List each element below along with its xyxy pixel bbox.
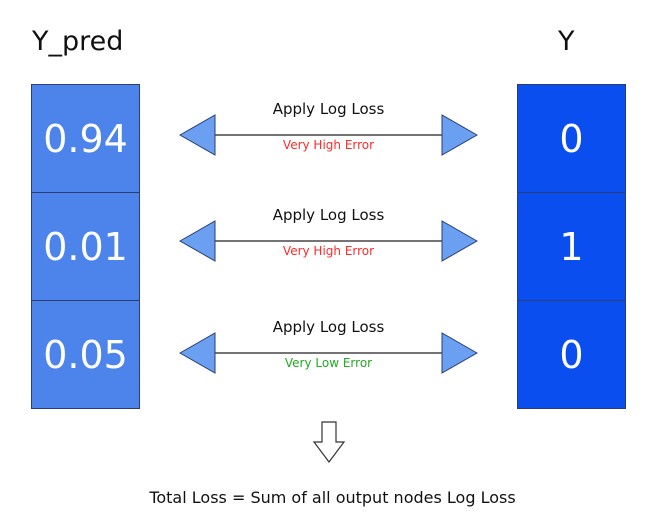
total-loss-label: Total Loss = Sum of all output nodes Log… (149, 488, 516, 507)
apply-log-loss-label: Apply Log Loss (272, 318, 385, 336)
y-column: 0 1 0 (517, 84, 626, 409)
y-cell: 1 (517, 192, 626, 301)
log-loss-connector: Apply Log Loss Very Low Error (178, 318, 479, 398)
apply-log-loss-label: Apply Log Loss (272, 100, 385, 118)
y-pred-heading: Y_pred (32, 26, 124, 57)
y-cell: 0 (517, 300, 626, 409)
double-arrow-icon (178, 220, 479, 262)
y-heading: Y (558, 26, 575, 57)
double-arrow-icon (178, 332, 479, 374)
error-label: Very High Error (282, 138, 375, 152)
error-label: Very High Error (282, 244, 375, 258)
y-pred-column: 0.94 0.01 0.05 (31, 84, 140, 409)
y-pred-cell: 0.05 (31, 300, 140, 409)
apply-log-loss-label: Apply Log Loss (272, 206, 385, 224)
double-arrow-icon (178, 114, 479, 156)
log-loss-connector: Apply Log Loss Very High Error (178, 100, 479, 180)
down-arrow-icon (312, 421, 346, 463)
y-cell: 0 (517, 84, 626, 193)
y-pred-cell: 0.94 (31, 84, 140, 193)
log-loss-connector: Apply Log Loss Very High Error (178, 206, 479, 286)
error-label: Very Low Error (284, 356, 373, 370)
y-pred-cell: 0.01 (31, 192, 140, 301)
